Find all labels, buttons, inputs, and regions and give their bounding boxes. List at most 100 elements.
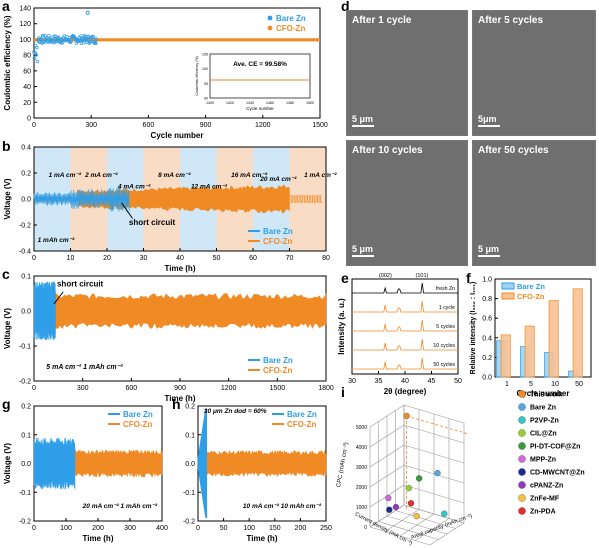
a-bare-ce-point — [34, 53, 39, 57]
i-grid-line — [414, 518, 450, 541]
panel-letter-h: h — [172, 396, 181, 412]
i-z-tick-label: 3000 — [356, 465, 367, 471]
g-x-tick-label: 400 — [156, 525, 168, 532]
g-x-tick-label: 0 — [32, 525, 36, 532]
a-y-tick-label: 140 — [19, 6, 31, 13]
g-y-tick-label: -0.2 — [19, 519, 31, 526]
e-y-axis-label: Intensity (a. u.) — [337, 298, 346, 355]
panel-letter-a: a — [2, 0, 10, 14]
g-y-tick-label: 0.1 — [21, 432, 31, 439]
scale-bar — [352, 125, 374, 127]
sem-image-10-cycles: After 10 cycles 5 μm — [346, 140, 468, 266]
a-y-axis-label: Coulombic efficiency (%) — [3, 15, 12, 110]
g-y-tick-label: 0.2 — [21, 404, 31, 411]
i-z-tick-label: 4000 — [356, 445, 367, 451]
e-x-tick-label: 30 — [348, 378, 356, 385]
a-x-tick-label: 300 — [85, 122, 97, 129]
a-y-tick-label: 120 — [19, 21, 31, 28]
e-x-tick-label: 45 — [428, 378, 436, 385]
a-y-tick-label: 20 — [23, 100, 31, 107]
a-inset-x-tick-label: 1400 — [206, 101, 214, 105]
a-x-tick-label: 1500 — [312, 122, 328, 129]
i-data-point — [413, 512, 420, 520]
b-y-axis-label: Voltage (V) — [3, 178, 12, 220]
i-data-point — [403, 412, 410, 420]
b-x-tick-label: 40 — [176, 255, 184, 262]
f-legend-label: CFO-Zn — [517, 292, 545, 301]
panel-letter-b: b — [2, 138, 11, 154]
g-x-tick-label: 200 — [92, 525, 104, 532]
e-xrd-curve — [352, 300, 458, 313]
h-legend-label: Bare Zn — [287, 410, 317, 419]
a-bare-ce-point — [35, 59, 40, 64]
c-legend-label: CFO-Zn — [263, 366, 292, 375]
b-rate-label: 12 mA cm⁻² — [191, 184, 228, 191]
e-xrd-curve — [352, 338, 458, 351]
a-bare-ce-point — [65, 35, 69, 39]
i-data-point — [385, 494, 392, 502]
e-xrd-curve — [352, 319, 458, 332]
sem-label: After 5 cycles — [478, 15, 544, 26]
a-inset-y-tick-label: 95 — [204, 82, 208, 86]
panel-letter-e: e — [341, 270, 349, 286]
panel-letter-f: f — [466, 270, 471, 286]
i-legend-label: CIL@Zn — [530, 431, 557, 438]
b-x-tick-label: 0 — [32, 255, 36, 262]
i-data-point — [415, 475, 423, 482]
i-legend-label: cPANZ-Zn — [530, 483, 563, 490]
i-legend-label: PI-DT-COF@Zn — [530, 444, 580, 451]
a-bare-ce-point — [85, 10, 90, 15]
f-y-tick-label: 1.0 — [482, 277, 492, 284]
b-x-tick-label: 50 — [213, 255, 221, 262]
c-y-tick-label: -0.2 — [19, 379, 31, 386]
a-bare-ce-point — [53, 34, 58, 39]
c-x-tick-label: 0 — [32, 385, 36, 392]
i-drop-line — [406, 415, 469, 435]
h-legend-label: CFO-Zn — [287, 420, 316, 429]
a-inset-x-axis-label: Cycle number — [246, 106, 274, 111]
i-legend-label: MPP-Zn — [530, 457, 556, 464]
b-legend-label: Bare Zn — [263, 227, 293, 236]
i-data-point — [392, 503, 400, 511]
b-capacity-label: 1 mAh cm⁻² — [38, 237, 75, 244]
i-legend-marker — [518, 403, 526, 411]
f-y-tick-label: 0.6 — [482, 316, 492, 323]
i-legend-marker — [518, 416, 526, 424]
i-legend-marker — [518, 455, 526, 463]
e-curve-label: 1 cycle — [439, 305, 455, 311]
a-plot-frame — [33, 7, 321, 119]
sem-image-50-cycles: After 50 cycles 5 μm — [472, 140, 596, 266]
g-legend-label: Bare Zn — [123, 410, 153, 419]
i-legend-marker — [518, 494, 526, 502]
f-legend-swatch — [501, 292, 515, 300]
scale-label: 5 μm — [478, 244, 500, 254]
b-rate-label: 1 mA cm⁻² — [49, 172, 82, 179]
e-x-tick-label: 40 — [401, 378, 409, 385]
b-x-tick-label: 30 — [140, 255, 148, 262]
a-x-tick-label: 1200 — [255, 122, 271, 129]
h-conditions-label: 10 mA cm⁻² 10 mAh cm⁻² — [243, 503, 322, 510]
a-inset-x-tick-label: 1460 — [266, 101, 274, 105]
a-bare-ce-point — [82, 40, 86, 45]
g-x-axis-label: Time (h) — [83, 534, 114, 543]
h-x-tick-label: 200 — [295, 525, 307, 532]
i-x-axis-label: Areal capacity (mAh cm⁻²) — [410, 513, 473, 541]
a-bare-ce-point — [73, 36, 77, 41]
c-y-tick-label: 0.1 — [21, 274, 31, 281]
b-x-tick-label: 80 — [322, 255, 330, 262]
a-bare-ce-point — [40, 41, 44, 45]
e-xrd-curve — [352, 282, 458, 294]
a-bare-ce-point — [41, 33, 45, 38]
scale-bar — [478, 255, 500, 257]
a-inset-y-tick-label: 100 — [202, 67, 208, 71]
panel-letter-g: g — [2, 396, 11, 412]
b-y-tick-label: 0.0 — [21, 197, 31, 204]
sem-label: After 10 cycles — [352, 145, 423, 156]
a-bare-ce-point — [47, 33, 51, 38]
h-y-tick-label: 0.1 — [185, 432, 195, 439]
i-legend-label: P2VP-Zn — [530, 418, 559, 425]
f-x-tick-label: 1 — [505, 381, 509, 388]
b-y-tick-label: -0.2 — [19, 223, 31, 230]
h-x-tick-label: 250 — [320, 525, 332, 532]
a-inset-x-tick-label: 1500 — [306, 101, 314, 105]
